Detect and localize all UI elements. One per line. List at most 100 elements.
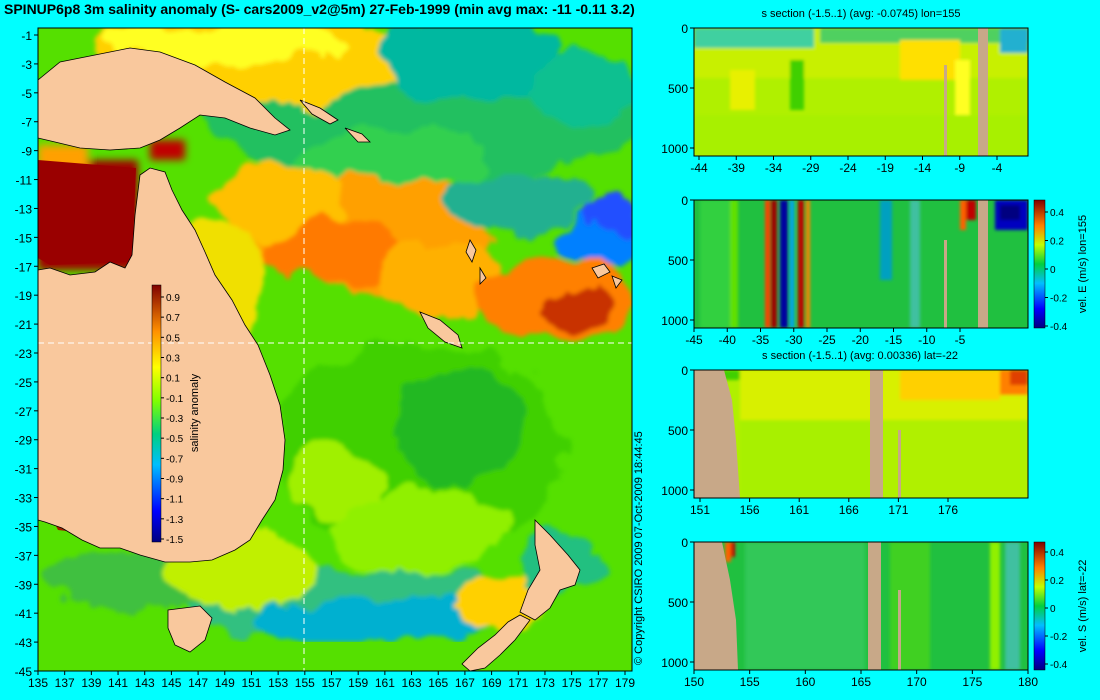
map-x-tick-label: 151 [241, 676, 261, 690]
panel3-title: s section (-1.5..1) (avg: 0.00336) lat=-… [762, 350, 958, 362]
p1-x-tick-label: -34 [765, 161, 783, 175]
colorbar-label: salinity anomaly [189, 373, 201, 452]
map-colorbar-tick-label: -0.1 [166, 394, 184, 405]
map-colorbar-tick-label: 0.1 [166, 374, 180, 385]
p4-x-tick-label: 175 [962, 675, 982, 689]
p1-y-tick-label: 500 [668, 82, 688, 96]
map-y-tick-label: -33 [15, 492, 33, 506]
vel-s-panel: 150 155 160 165 170 175 180 0 500 1000 0.4 0.2 0 -0.… [661, 536, 1089, 689]
vel-s-colorbar-tick-label: 0.2 [1050, 576, 1064, 587]
p3-y-tick-label: 500 [668, 424, 688, 438]
map-x-tick-label: 143 [135, 676, 155, 690]
p1-x-tick-label: -29 [802, 161, 820, 175]
map-x-tick-label: 147 [188, 676, 208, 690]
map-y-tick-label: -11 [16, 174, 33, 188]
vel-s-colorbar-label: vel. S (m/s) lat=-22 [1077, 560, 1089, 653]
p2-y-tick-label: 500 [668, 254, 688, 268]
map-colorbar-tick-label: 0.3 [166, 354, 180, 365]
map-colorbar-tick-label: -1.5 [166, 535, 184, 546]
p3-x-tick-label: 171 [888, 503, 908, 517]
p4-x-tick-label: 160 [795, 675, 815, 689]
map-y-tick-label: -25 [15, 376, 33, 390]
map-x-tick-label: 135 [28, 676, 48, 690]
map-y-tick-label: -29 [15, 434, 33, 448]
p3-x-tick-label: 151 [690, 503, 710, 517]
p2-x-tick-label: -15 [885, 333, 903, 347]
map-y-tick-label: -9 [21, 145, 32, 159]
map-x-tick-label: 167 [455, 676, 475, 690]
map-y-tick-label: -5 [21, 87, 32, 101]
map-x-tick-label: 139 [81, 676, 101, 690]
map-x-tick-label: 179 [615, 676, 635, 690]
map-colorbar-tick-label: -1.3 [166, 515, 184, 526]
map-y-tick-label: -39 [15, 578, 33, 592]
p2-x-tick-label: -40 [719, 333, 737, 347]
copyright-text: © Copyright CSIRO 2009 07-Oct-2009 18:44… [633, 431, 645, 665]
map-colorbar-tick-label: 0.7 [166, 313, 180, 324]
s-section-lon-panel: s section (-1.5..1) (avg: -0.0745) lon=1… [661, 8, 1029, 175]
map-x-tick-label: 145 [161, 676, 181, 690]
p3-x-tick-label: 156 [740, 503, 760, 517]
p2-x-tick-label: -20 [852, 333, 870, 347]
map-y-tick-label: -31 [15, 463, 33, 477]
map-y-tick-label: -21 [15, 318, 33, 332]
map-colorbar-tick-label: -0.9 [166, 475, 184, 486]
p1-x-tick-label: -39 [728, 161, 746, 175]
p1-y-tick-label: 1000 [661, 142, 688, 156]
map-y-tick-label: -3 [21, 58, 32, 72]
vel-s-colorbar-tick-label: 0.4 [1050, 548, 1064, 559]
map-colorbar-tick-label: 0.5 [166, 333, 180, 344]
map-x-tick-label: 149 [215, 676, 235, 690]
p1-x-tick-label: -4 [992, 161, 1003, 175]
map-colorbar-tick-label: -0.7 [166, 454, 184, 465]
map-y-tick-label: -1 [21, 29, 32, 43]
p2-x-tick-label: -25 [818, 333, 836, 347]
p4-x-tick-label: 155 [740, 675, 760, 689]
p4-x-tick-label: 150 [684, 675, 704, 689]
p4-y-tick-label: 0 [681, 536, 688, 550]
vel-e-colorbar-label: vel. E (m/s) lon=155 [1077, 215, 1089, 313]
map-y-tick-label: -45 [15, 665, 33, 679]
map-x-tick-label: 157 [321, 676, 341, 690]
p1-x-tick-label: -19 [877, 161, 895, 175]
vel-e-colorbar-tick-label: 0 [1050, 265, 1056, 276]
map-x-tick-label: 165 [428, 676, 448, 690]
map-y-tick-label: -37 [15, 549, 33, 563]
vel-s-colorbar-tick-label: -0.2 [1050, 632, 1068, 643]
p2-x-tick-label: -10 [918, 333, 936, 347]
map-y-tick-label: -35 [15, 520, 33, 534]
s-section-lat-panel: s section (-1.5..1) (avg: 0.00336) lat=-… [661, 350, 1029, 517]
p3-x-tick-label: 176 [938, 503, 958, 517]
vel-e-colorbar-tick-label: 0.2 [1050, 237, 1064, 248]
p4-y-tick-label: 1000 [661, 656, 688, 670]
map-x-tick-label: 159 [348, 676, 368, 690]
map-y-tick-label: -27 [15, 405, 33, 419]
p3-y-tick-label: 0 [681, 364, 688, 378]
page-title: SPINUP6p8 3m salinity anomaly (S- cars20… [4, 1, 635, 17]
p1-x-tick-label: -14 [914, 161, 932, 175]
p4-x-tick-label: 170 [907, 675, 927, 689]
map-x-tick-label: 137 [55, 676, 75, 690]
map-x-tick-label: 177 [588, 676, 608, 690]
map-x-tick-label: 161 [375, 676, 395, 690]
map-y-tick-label: -23 [15, 347, 33, 361]
map-colorbar-tick-label: -0.3 [166, 414, 184, 425]
map-colorbar-tick-label: 0.9 [166, 293, 180, 304]
map-y-tick-label: -13 [15, 202, 33, 216]
p1-y-tick-label: 0 [681, 22, 688, 36]
p1-x-tick-label: -44 [690, 161, 708, 175]
map-y-tick-label: -41 [15, 607, 33, 621]
map-x-tick-label: 175 [562, 676, 582, 690]
map-x-tick-label: 163 [402, 676, 422, 690]
p4-y-tick-label: 500 [668, 596, 688, 610]
p1-x-tick-label: -24 [839, 161, 857, 175]
p2-x-tick-label: -30 [785, 333, 803, 347]
vel-e-colorbar-tick-label: -0.2 [1050, 294, 1068, 305]
salinity-map: 135 137 139 141 143 145 147 149 151 153 155 157 159 1… [15, 27, 635, 690]
p2-y-tick-label: 0 [681, 194, 688, 208]
p2-y-tick-label: 1000 [661, 314, 688, 328]
p2-x-tick-label: -35 [752, 333, 770, 347]
map-y-tick-label: -15 [15, 231, 33, 245]
map-y-tick-label: -17 [15, 260, 33, 274]
